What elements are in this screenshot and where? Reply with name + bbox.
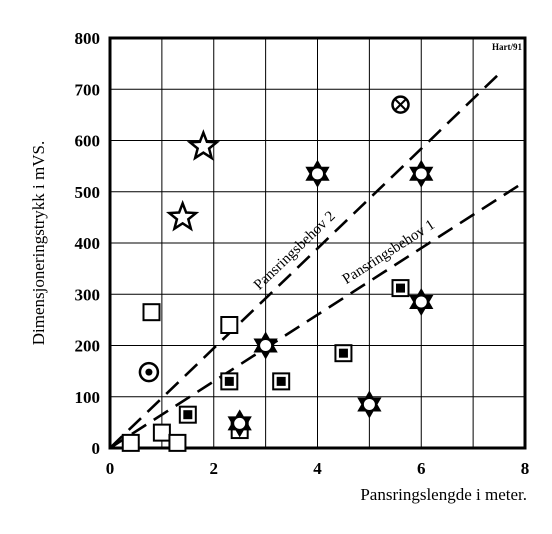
marker-star5-open bbox=[166, 199, 200, 232]
data-markers bbox=[121, 95, 434, 452]
dashed-line-label: Pansringsbehov 1 bbox=[340, 217, 438, 288]
chart-credit: Hart/91 bbox=[492, 42, 522, 52]
y-tick-label: 700 bbox=[75, 80, 101, 99]
y-tick-label: 300 bbox=[75, 285, 101, 304]
x-tick-label: 0 bbox=[106, 459, 115, 478]
marker-star5-open bbox=[186, 129, 220, 161]
square-fill bbox=[276, 376, 286, 386]
marker-square-dot bbox=[272, 372, 291, 391]
marker-square-dot bbox=[391, 279, 410, 298]
marker-square-dot bbox=[178, 405, 197, 424]
x-tick-label: 6 bbox=[417, 459, 426, 478]
grid-layer bbox=[110, 38, 525, 448]
y-tick-label: 0 bbox=[92, 439, 101, 458]
star-center bbox=[260, 340, 272, 351]
cross-stroke bbox=[394, 98, 407, 111]
marker-star6-dot bbox=[409, 287, 434, 316]
open-square bbox=[121, 433, 140, 452]
marker-square-open bbox=[220, 316, 239, 334]
open-square bbox=[152, 423, 171, 442]
square-fill bbox=[224, 376, 234, 386]
dashed-line-label: Pansringsbehov 2 bbox=[251, 208, 339, 293]
five-point-star bbox=[186, 129, 220, 161]
star-center bbox=[363, 398, 375, 410]
marker-circle-dot bbox=[138, 361, 160, 383]
marker-circle-cross bbox=[391, 95, 410, 114]
marker-square-dot bbox=[220, 372, 239, 391]
square-fill bbox=[183, 410, 193, 420]
x-tick-label: 4 bbox=[313, 459, 322, 478]
square-fill bbox=[338, 348, 348, 358]
marker-star6-dot bbox=[357, 390, 382, 419]
dashed-line bbox=[109, 180, 526, 450]
star-center bbox=[312, 168, 323, 180]
y-tick-label: 200 bbox=[75, 337, 101, 356]
x-tick-label: 2 bbox=[210, 459, 219, 478]
x-axis-label: Pansringslengde i meter. bbox=[360, 485, 527, 504]
marker-square-open bbox=[168, 433, 187, 452]
marker-star6-dot bbox=[253, 331, 278, 360]
y-tick-label: 800 bbox=[75, 29, 101, 48]
marker-star6-dot bbox=[409, 159, 434, 188]
y-tick-label: 600 bbox=[75, 132, 101, 151]
y-tick-label: 500 bbox=[75, 183, 101, 202]
y-tick-label: 400 bbox=[75, 234, 101, 253]
marker-square-open bbox=[152, 423, 171, 442]
open-square bbox=[168, 433, 187, 452]
star-center bbox=[415, 296, 427, 308]
y-axis-label: Dimensjoneringstrykk i mVS. bbox=[29, 141, 48, 345]
marker-star6-dot bbox=[227, 409, 252, 438]
star-center bbox=[415, 168, 427, 180]
x-tick-label: 8 bbox=[521, 459, 530, 478]
open-square bbox=[142, 303, 161, 322]
tick-labels: 0 2 4 6 8 0 100 200 300 400 500 600 700 800 bbox=[75, 29, 530, 478]
marker-square-open bbox=[142, 303, 161, 322]
star-center bbox=[234, 417, 246, 429]
marker-square-dot bbox=[334, 344, 353, 363]
square-fill bbox=[396, 283, 405, 293]
plot-frame bbox=[108, 36, 527, 450]
marker-square-open bbox=[121, 433, 140, 452]
circle-center bbox=[145, 368, 153, 376]
marker-star6-dot bbox=[305, 159, 330, 188]
dashed-line bbox=[109, 72, 500, 449]
open-square bbox=[220, 316, 239, 334]
y-tick-label: 100 bbox=[75, 388, 101, 407]
five-point-star bbox=[166, 199, 200, 232]
